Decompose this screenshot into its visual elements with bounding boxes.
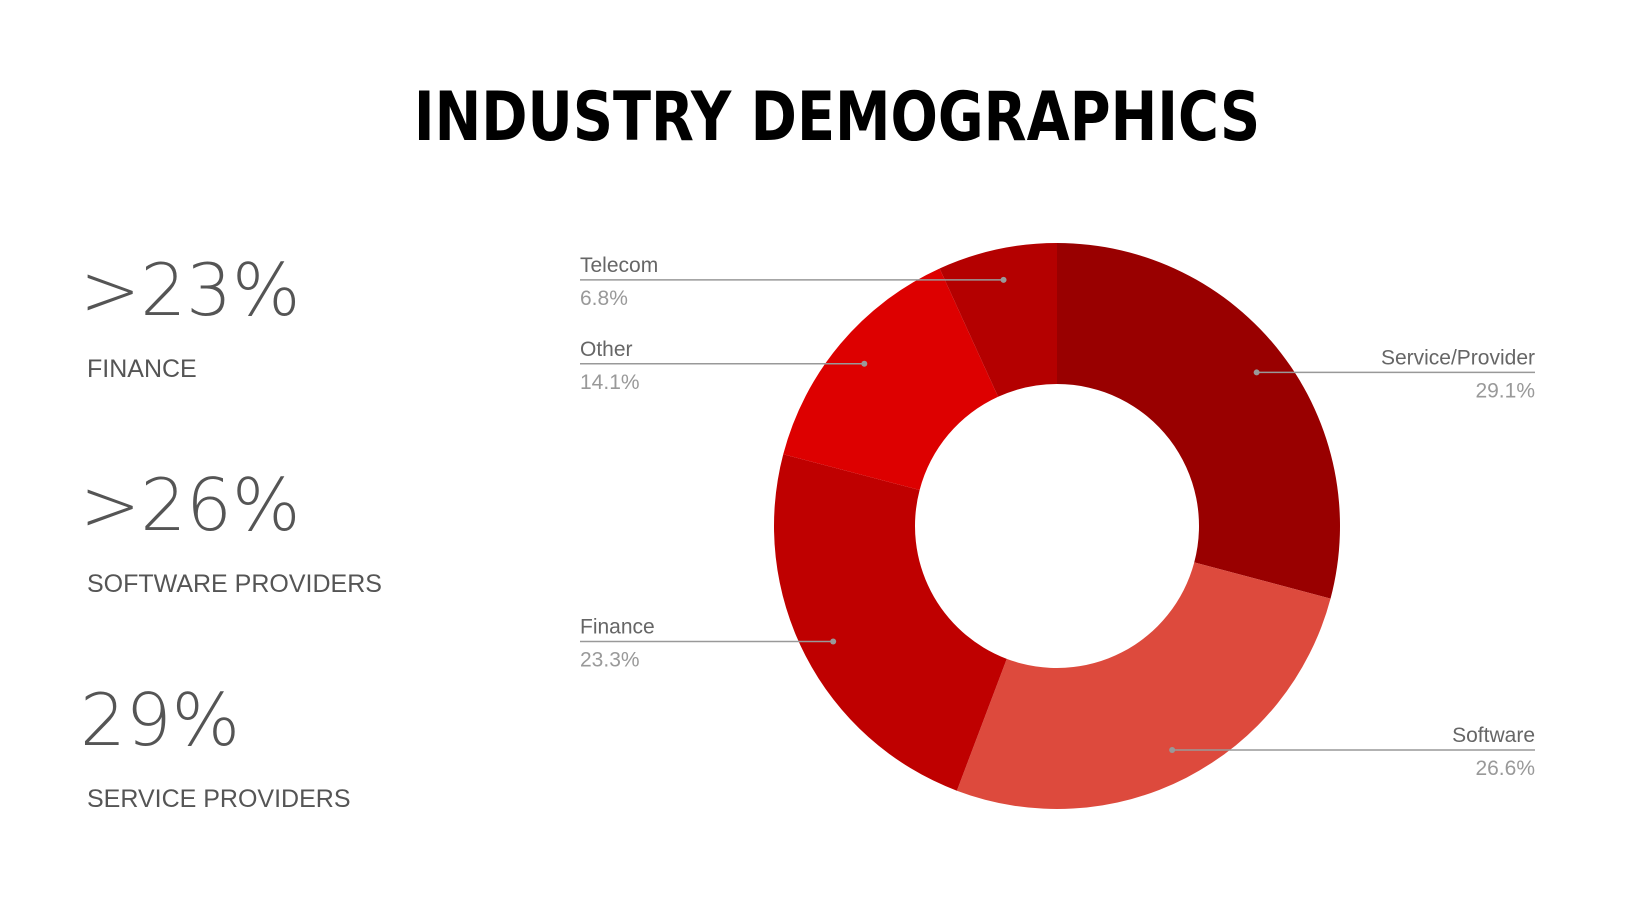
leader-dot — [830, 638, 837, 645]
slice-value: 14.1% — [580, 371, 640, 394]
leader-dot — [1000, 276, 1007, 283]
stat-value: >26% — [80, 463, 300, 547]
slice-label: Other — [580, 338, 633, 361]
stat-value: >23% — [80, 248, 300, 332]
stat-label: SOFTWARE PROVIDERS — [87, 570, 382, 598]
wedge — [1057, 243, 1340, 599]
slice-label: Software — [1452, 724, 1535, 747]
slice-label: Finance — [580, 616, 655, 639]
slice-value: 26.6% — [1475, 757, 1535, 780]
slice-label: Telecom — [580, 254, 658, 277]
leader-dot — [861, 360, 868, 367]
wedge — [956, 562, 1331, 809]
slice-label: Service/Provider — [1381, 346, 1535, 369]
wedge — [783, 268, 999, 491]
stat-value: 29% — [80, 678, 240, 762]
chart-title: INDUSTRY DEMOGRAPHICS — [414, 77, 1260, 157]
leader-dot — [1253, 369, 1260, 376]
wedge — [773, 454, 1007, 791]
leader-dot — [1169, 747, 1176, 754]
stat-label: FINANCE — [87, 355, 197, 383]
slice-value: 29.1% — [1475, 379, 1535, 402]
stat-label: SERVICE PROVIDERS — [87, 785, 351, 813]
slice-value: 6.8% — [580, 287, 628, 310]
wedge — [939, 243, 1057, 397]
slice-value: 23.3% — [580, 649, 640, 672]
